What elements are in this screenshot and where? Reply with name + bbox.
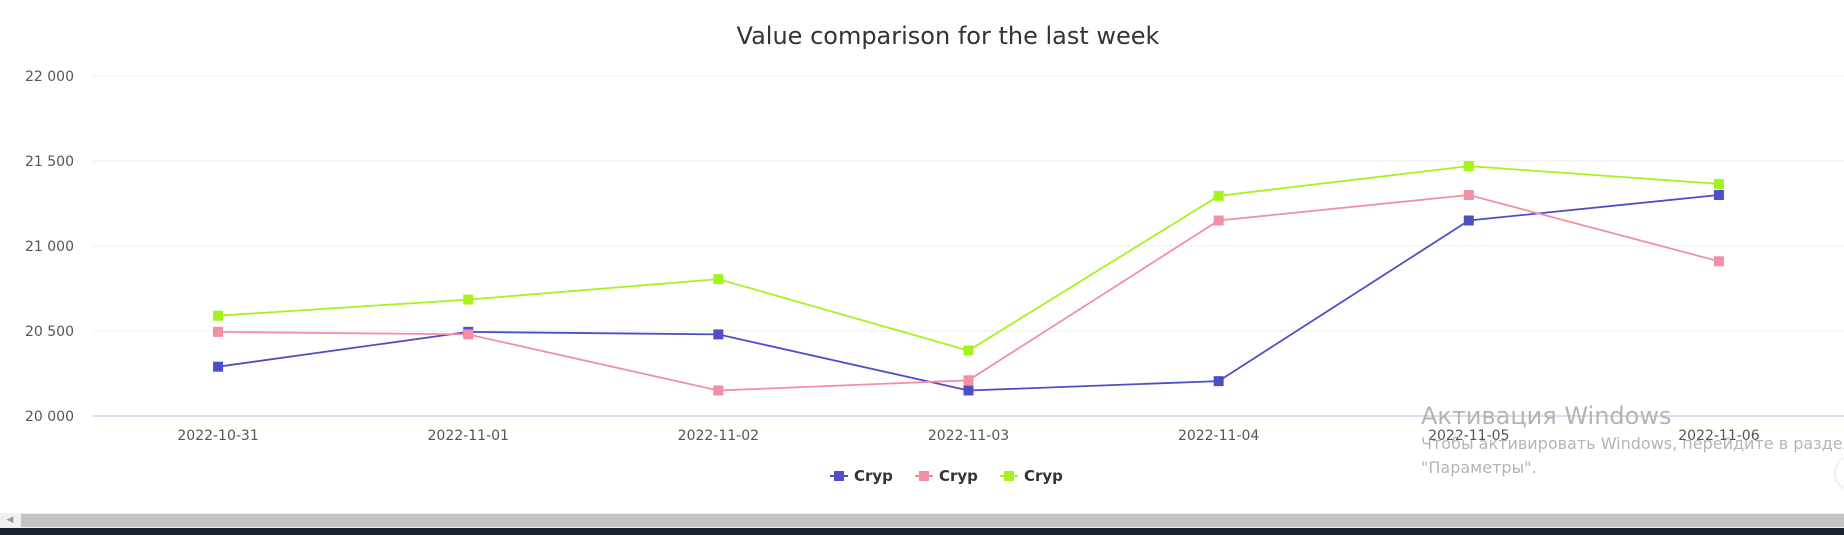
legend-item[interactable]: Cryp	[1000, 467, 1063, 485]
watermark-line-1: Чтобы активировать Windows, перейдите в …	[1421, 434, 1844, 453]
series-3	[213, 161, 1724, 356]
legend: Cryp Cryp Cryp	[830, 467, 1063, 485]
legend-item[interactable]: Cryp	[915, 467, 978, 485]
legend-square-symbol	[834, 471, 844, 481]
taskbar-strip	[0, 528, 1844, 535]
windows-activation-watermark: Активация Windows Чтобы активировать Win…	[1421, 400, 1844, 480]
x-tick-label: 2022-11-04	[1178, 428, 1259, 444]
chart-title: Value comparison for the last week	[737, 22, 1160, 50]
data-point[interactable]	[1213, 190, 1224, 201]
series-line	[218, 194, 1720, 392]
data-point[interactable]	[963, 345, 974, 356]
data-point[interactable]	[713, 329, 724, 340]
series-2	[213, 190, 1724, 396]
y-tick-label: 21 000	[25, 239, 74, 255]
x-tick-label: 2022-11-01	[428, 428, 509, 444]
watermark-title: Активация Windows	[1421, 402, 1672, 430]
series-line	[217, 194, 1719, 392]
data-point[interactable]	[1713, 190, 1724, 200]
x-tick-label: 2022-11-05	[1428, 428, 1509, 444]
line-chart: Value comparison for the last week 20 00…	[25, 22, 1844, 485]
data-point[interactable]	[713, 274, 724, 285]
legend-label: Cryp	[1024, 467, 1063, 485]
x-tick-label: 2022-11-02	[678, 428, 759, 444]
series-line	[218, 165, 1719, 352]
y-tick-label: 21 500	[25, 154, 74, 170]
series-1	[213, 190, 1724, 396]
y-tick-label: 20 000	[25, 409, 74, 425]
legend-square-symbol	[1004, 471, 1014, 481]
data-point[interactable]	[963, 385, 974, 396]
watermark-line-2: "Параметры".	[1421, 458, 1537, 477]
x-tick-label: 2022-11-06	[1678, 428, 1759, 444]
data-point[interactable]	[213, 326, 224, 337]
horizontal-scrollbar[interactable]: ◀	[0, 513, 1844, 528]
floating-round-button[interactable]	[1836, 456, 1844, 490]
data-point[interactable]	[1213, 376, 1224, 387]
legend-label: Cryp	[939, 467, 978, 485]
legend-label: Cryp	[854, 467, 893, 485]
legend-square-symbol	[919, 471, 929, 481]
legend-item[interactable]: Cryp	[830, 467, 893, 485]
data-point[interactable]	[713, 385, 724, 396]
data-point[interactable]	[213, 310, 224, 321]
data-point[interactable]	[963, 375, 974, 386]
data-point[interactable]	[1213, 215, 1224, 226]
caret-left-icon[interactable]: ◀	[6, 515, 14, 525]
data-point[interactable]	[1713, 178, 1724, 189]
x-tick-label: 2022-11-03	[928, 428, 1009, 444]
data-point[interactable]	[463, 329, 474, 340]
data-point[interactable]	[463, 294, 474, 305]
data-point[interactable]	[1463, 161, 1474, 172]
data-point[interactable]	[1463, 215, 1474, 226]
x-axis-ticks: 2022-10-31 2022-11-01 2022-11-02 2022-11-03…	[177, 428, 1759, 444]
y-tick-label: 20 500	[25, 324, 74, 340]
y-tick-label: 22 000	[25, 69, 74, 85]
data-point[interactable]	[1463, 190, 1474, 200]
y-axis-ticks: 20 000 20 500 21 000 21 500 22 000	[25, 69, 74, 425]
series-lines	[213, 161, 1724, 396]
data-point[interactable]	[1713, 256, 1724, 267]
x-tick-label: 2022-10-31	[177, 428, 258, 444]
grid-lines	[93, 75, 1844, 417]
data-point[interactable]	[213, 361, 224, 372]
scrollbar-thumb[interactable]	[21, 514, 1844, 527]
